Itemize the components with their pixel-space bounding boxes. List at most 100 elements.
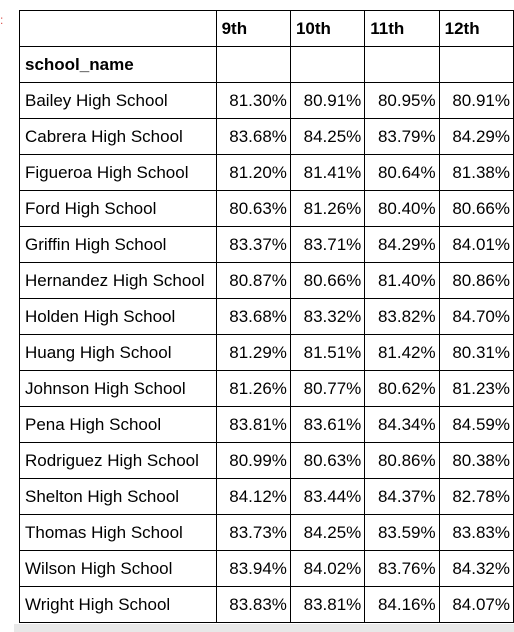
- table-cell: 80.38%: [438, 442, 514, 479]
- table-cell: 83.32%: [289, 298, 366, 335]
- table-cell: 83.37%: [215, 226, 291, 263]
- table-row: Johnson High School 81.26% 80.77% 80.62% 81.…: [19, 370, 514, 407]
- table-cell: 80.99%: [215, 442, 291, 479]
- table-cell: 83.82%: [364, 298, 440, 335]
- table-row: Shelton High School 84.12% 83.44% 84.37% 82.…: [19, 478, 514, 515]
- table-cell: 84.25%: [289, 118, 366, 155]
- table-cell: 80.63%: [215, 190, 291, 227]
- table-cell: 80.86%: [438, 262, 514, 299]
- column-header: 12th: [438, 10, 514, 47]
- table-cell: 83.76%: [364, 550, 440, 587]
- row-label: Griffin High School: [19, 226, 217, 263]
- table-cell: 83.83%: [438, 514, 514, 551]
- table-cell: 81.29%: [215, 334, 291, 371]
- table-cell: 81.51%: [289, 334, 366, 371]
- table-row: Cabrera High School 83.68% 84.25% 83.79% 84.…: [19, 118, 514, 155]
- row-label: Hernandez High School: [19, 262, 217, 299]
- table-cell: 81.30%: [215, 82, 291, 119]
- table-cell: 84.29%: [438, 118, 514, 155]
- table-cell: 84.29%: [364, 226, 440, 263]
- table-cell: 84.32%: [438, 550, 514, 587]
- table-cell: 84.37%: [364, 478, 440, 515]
- table-row: Holden High School 83.68% 83.32% 83.82% 84.7…: [19, 298, 514, 335]
- table-row: Wright High School 83.83% 83.81% 84.16% 84.0…: [19, 586, 514, 623]
- table-cell: 83.81%: [289, 586, 366, 623]
- table-cell: 83.68%: [215, 118, 291, 155]
- table-cell: 84.16%: [364, 586, 440, 623]
- row-label: Pena High School: [19, 406, 217, 443]
- table-cell: 83.59%: [364, 514, 440, 551]
- row-label: Johnson High School: [19, 370, 217, 407]
- row-label: Wilson High School: [19, 550, 217, 587]
- table-cell: 84.12%: [215, 478, 291, 515]
- table-cell: 83.71%: [289, 226, 366, 263]
- horizontal-scrollbar[interactable]: [14, 624, 514, 632]
- table-cell: 84.02%: [289, 550, 366, 587]
- table-cell: 83.68%: [215, 298, 291, 335]
- empty-header-cell: [438, 46, 514, 83]
- table-row: Hernandez High School 80.87% 80.66% 81.40% 8…: [19, 262, 514, 299]
- table-cell: 82.78%: [438, 478, 514, 515]
- column-header: 10th: [289, 10, 366, 47]
- table-cell: 83.61%: [289, 406, 366, 443]
- table-cell: 80.86%: [364, 442, 440, 479]
- index-name-row: school_name: [19, 46, 514, 83]
- row-label: Bailey High School: [19, 82, 217, 119]
- table-cell: 83.81%: [215, 406, 291, 443]
- table-row: Ford High School 80.63% 81.26% 80.40% 80.66%: [19, 190, 514, 227]
- row-label: Holden High School: [19, 298, 217, 335]
- column-header-row: 9th 10th 11th 12th: [19, 10, 514, 47]
- table-cell: 80.40%: [364, 190, 440, 227]
- table-cell: 83.83%: [215, 586, 291, 623]
- empty-header-cell: [289, 46, 366, 83]
- row-label: Cabrera High School: [19, 118, 217, 155]
- row-label: Thomas High School: [19, 514, 217, 551]
- empty-header-cell: [364, 46, 440, 83]
- row-label: Wright High School: [19, 586, 217, 623]
- table-row: Rodriguez High School 80.99% 80.63% 80.86% 8…: [19, 442, 514, 479]
- column-header: 11th: [364, 10, 440, 47]
- table-cell: 81.20%: [215, 154, 291, 191]
- table-cell: 84.34%: [364, 406, 440, 443]
- table-cell: 80.91%: [289, 82, 366, 119]
- table-row: Griffin High School 83.37% 83.71% 84.29% 84.…: [19, 226, 514, 263]
- dataframe-table: 9th 10th 11th 12th school_name Bailey Hi…: [19, 10, 514, 623]
- cell-edge-marker: :: [0, 13, 4, 27]
- table-cell: 83.73%: [215, 514, 291, 551]
- table-row: Figueroa High School 81.20% 81.41% 80.64% 81…: [19, 154, 514, 191]
- table-cell: 84.59%: [438, 406, 514, 443]
- table-cell: 80.31%: [438, 334, 514, 371]
- table-cell: 80.95%: [364, 82, 440, 119]
- row-label: Huang High School: [19, 334, 217, 371]
- table-cell: 83.94%: [215, 550, 291, 587]
- table-row: Thomas High School 83.73% 84.25% 83.59% 83.8…: [19, 514, 514, 551]
- table-row: Wilson High School 83.94% 84.02% 83.76% 84.3…: [19, 550, 514, 587]
- table-row: Pena High School 83.81% 83.61% 84.34% 84.59%: [19, 406, 514, 443]
- table-cell: 81.40%: [364, 262, 440, 299]
- table-cell: 84.70%: [438, 298, 514, 335]
- index-name-header: school_name: [19, 46, 217, 83]
- table-cell: 84.01%: [438, 226, 514, 263]
- table-cell: 81.26%: [215, 370, 291, 407]
- empty-header-cell: [215, 46, 291, 83]
- row-label: Ford High School: [19, 190, 217, 227]
- table-cell: 84.07%: [438, 586, 514, 623]
- column-header: 9th: [215, 10, 291, 47]
- row-label: Rodriguez High School: [19, 442, 217, 479]
- table-header: 9th 10th 11th 12th school_name: [19, 10, 514, 83]
- table-cell: 84.25%: [289, 514, 366, 551]
- table-cell: 80.64%: [364, 154, 440, 191]
- table-cell: 80.66%: [438, 190, 514, 227]
- table-cell: 81.42%: [364, 334, 440, 371]
- table-cell: 81.38%: [438, 154, 514, 191]
- row-label: Shelton High School: [19, 478, 217, 515]
- row-label: Figueroa High School: [19, 154, 217, 191]
- table-cell: 80.63%: [289, 442, 366, 479]
- table-row: Bailey High School 81.30% 80.91% 80.95% 80.9…: [19, 82, 514, 119]
- corner-cell: [19, 10, 217, 47]
- table-cell: 83.79%: [364, 118, 440, 155]
- table-cell: 80.91%: [438, 82, 514, 119]
- table-cell: 81.41%: [289, 154, 366, 191]
- table-cell: 80.66%: [289, 262, 366, 299]
